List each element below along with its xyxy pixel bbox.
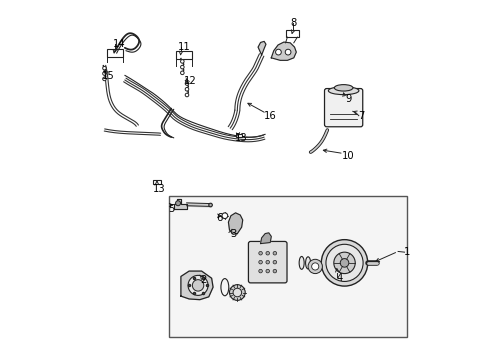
Bar [176, 51, 191, 59]
Circle shape [175, 201, 180, 206]
Circle shape [102, 66, 106, 70]
Circle shape [272, 269, 276, 273]
Text: 2: 2 [200, 275, 206, 285]
Circle shape [285, 49, 290, 55]
Circle shape [333, 252, 354, 274]
Circle shape [233, 288, 241, 297]
Bar [153, 180, 160, 184]
Polygon shape [181, 271, 213, 300]
Circle shape [275, 49, 281, 55]
Circle shape [180, 65, 184, 69]
Circle shape [185, 87, 188, 91]
Polygon shape [228, 213, 242, 234]
Text: 14: 14 [112, 39, 125, 49]
Text: 1: 1 [404, 247, 410, 257]
Text: 9: 9 [345, 94, 351, 104]
Circle shape [102, 77, 106, 81]
Circle shape [180, 71, 184, 75]
Text: 15: 15 [102, 71, 114, 81]
Text: 10: 10 [341, 151, 354, 161]
Bar [168, 196, 406, 337]
Circle shape [185, 93, 188, 97]
Circle shape [188, 275, 207, 296]
Circle shape [307, 259, 322, 274]
FancyBboxPatch shape [248, 242, 286, 283]
Ellipse shape [299, 256, 304, 269]
Circle shape [258, 269, 262, 273]
Circle shape [185, 82, 188, 85]
Bar [235, 134, 242, 137]
Ellipse shape [208, 203, 212, 207]
Polygon shape [260, 233, 271, 244]
Text: 12: 12 [183, 76, 196, 86]
FancyBboxPatch shape [324, 89, 362, 127]
Text: 16: 16 [264, 111, 276, 121]
Polygon shape [271, 42, 296, 60]
Circle shape [325, 244, 363, 282]
Polygon shape [258, 41, 265, 55]
Circle shape [265, 269, 269, 273]
Circle shape [272, 260, 276, 264]
Ellipse shape [305, 257, 310, 269]
Circle shape [258, 260, 262, 264]
Circle shape [340, 258, 348, 267]
Text: 5: 5 [168, 203, 174, 213]
Text: 8: 8 [289, 18, 296, 28]
Text: 13: 13 [152, 184, 165, 194]
Circle shape [258, 251, 262, 255]
Bar [107, 49, 122, 57]
Bar [285, 30, 299, 37]
Text: 6: 6 [216, 213, 222, 223]
Circle shape [311, 263, 318, 270]
Text: 3: 3 [229, 229, 236, 239]
Circle shape [222, 213, 227, 219]
Text: 4: 4 [336, 273, 342, 283]
Text: 13: 13 [234, 133, 247, 143]
Circle shape [229, 285, 244, 300]
Circle shape [192, 280, 203, 291]
Circle shape [265, 251, 269, 255]
Polygon shape [173, 199, 186, 208]
Circle shape [180, 60, 184, 63]
Ellipse shape [327, 87, 358, 95]
Text: 11: 11 [177, 42, 190, 52]
Circle shape [102, 72, 106, 75]
Ellipse shape [334, 85, 352, 91]
Circle shape [272, 251, 276, 255]
Circle shape [321, 240, 367, 286]
Text: 7: 7 [358, 111, 364, 121]
Circle shape [265, 260, 269, 264]
